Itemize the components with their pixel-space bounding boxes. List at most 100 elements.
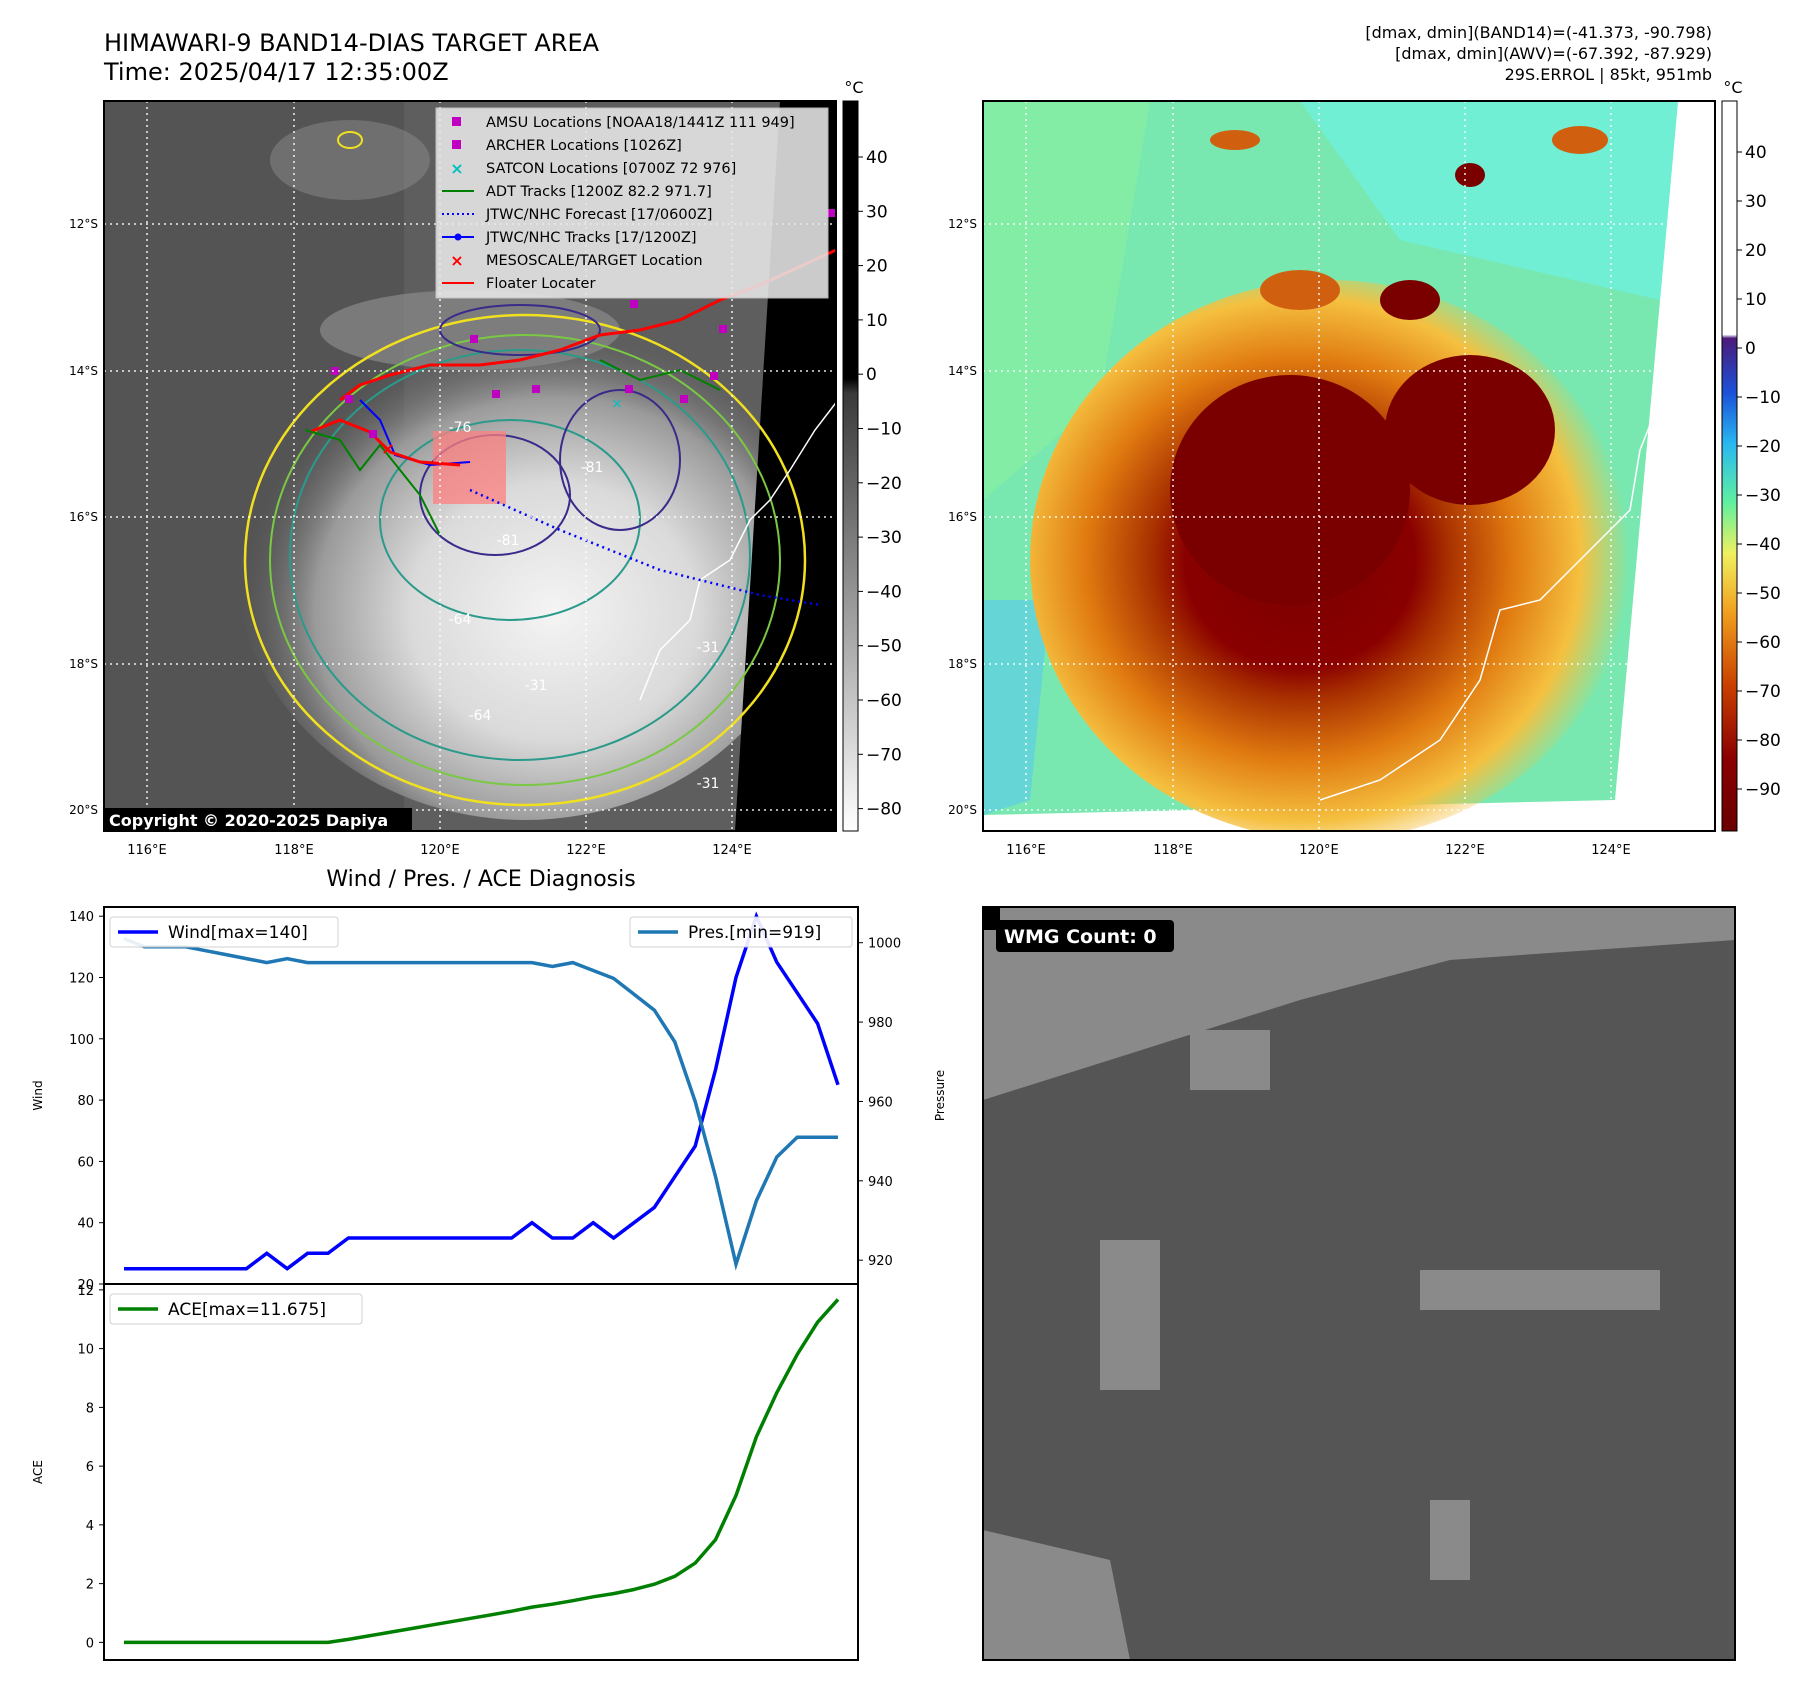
- colorbar-tick: 20: [866, 257, 888, 277]
- legend-label: JTWC/NHC Tracks [17/1200Z]: [485, 230, 697, 246]
- lat-label: 18°S: [948, 657, 977, 671]
- legend-entry: ADT Tracks [1200Z 82.2 971.7]: [442, 184, 712, 200]
- lon-label: 120°E: [420, 843, 460, 858]
- awv-map-panel: [983, 101, 1715, 831]
- lon-label: 116°E: [127, 843, 167, 858]
- colorbar-tick: −60: [1745, 633, 1781, 653]
- legend-entry: AMSU Locations [NOAA18/1441Z 111 949]: [452, 115, 795, 131]
- ace-chart: 0 2 4 6 8 10 12 ACE ACE[max=11.675]: [31, 1283, 859, 1661]
- legend-marker-x: ×: [450, 159, 463, 178]
- lat-label: 16°S: [69, 510, 98, 524]
- colorbar-tick: −50: [866, 637, 902, 657]
- colorbar-tick: 0: [866, 365, 877, 385]
- y-tick-label: 20: [77, 1278, 94, 1293]
- legend-entry: ARCHER Locations [1026Z]: [452, 138, 682, 154]
- colorbar-tick: −50: [1745, 584, 1781, 604]
- y-right-tick-label: 960: [868, 1095, 893, 1110]
- lon-label: 118°E: [1153, 843, 1193, 858]
- colorbar-tick: −10: [1745, 388, 1781, 408]
- colorbar-tick: 0: [1745, 339, 1756, 359]
- wmg-panel: WMG Count: 0: [982, 906, 1736, 1661]
- lon-label: 122°E: [1445, 843, 1485, 858]
- svg-text:×: ×: [611, 396, 623, 412]
- colorbar-tick: −10: [866, 420, 902, 440]
- colorbar-tick: 40: [866, 148, 888, 168]
- y-tick-label: 120: [69, 971, 94, 986]
- info-line1: [dmax, dmin](BAND14)=(-41.373, -90.798): [1365, 23, 1712, 42]
- colorbar-tick: −30: [1745, 486, 1781, 506]
- y-tick-label: 0: [86, 1636, 94, 1651]
- colorbar-tick: −70: [866, 745, 902, 765]
- contour-label: -81: [497, 533, 520, 549]
- legend-entry: × MESOSCALE/TARGET Location: [450, 251, 702, 270]
- series-line: [124, 1298, 840, 1645]
- contour-label: -64: [469, 708, 492, 724]
- y-tick-label: 140: [69, 910, 94, 925]
- y-right-tick-label: 940: [868, 1175, 893, 1190]
- y-right-tick-label: 920: [868, 1254, 893, 1269]
- y-tick-label: 6: [86, 1460, 94, 1475]
- info-line2: [dmax, dmin](AWV)=(-67.392, -87.929): [1395, 44, 1712, 63]
- wind-pressure-chart: 20 40 60 80 100 120 140 920 940 960 980 1000 Wind Pre…: [31, 906, 947, 1293]
- legend-label: Floater Locater: [486, 276, 595, 292]
- info-line3: 29S.ERROL | 85kt, 951mb: [1505, 65, 1712, 84]
- colorbar-tick: −80: [1745, 731, 1781, 751]
- chart-title: Wind / Pres. / ACE Diagnosis: [326, 867, 635, 892]
- map1-axis-labels: 12°S 14°S 16°S 18°S 20°S 116°E 118°E 120°E 122°E…: [69, 217, 752, 858]
- y-right-tick-label: 980: [868, 1016, 893, 1031]
- lat-label: 16°S: [948, 510, 977, 524]
- chart-legend-label: ACE[max=11.675]: [168, 1300, 326, 1320]
- lon-label: 124°E: [712, 843, 752, 858]
- colorbar-tick: −60: [866, 691, 902, 711]
- colorbar-gray-unit: °C: [844, 78, 863, 97]
- y-tick-label: 12: [77, 1284, 94, 1299]
- contour-label: -64: [449, 612, 472, 628]
- colorbar-awv-unit: °C: [1723, 78, 1742, 97]
- lon-label: 122°E: [566, 843, 606, 858]
- title-line1: HIMAWARI-9 BAND14-DIAS TARGET AREA: [104, 29, 600, 57]
- legend-label: JTWC/NHC Forecast [17/0600Z]: [485, 207, 712, 223]
- contour-label: -81: [581, 460, 604, 476]
- colorbar-tick: −20: [866, 474, 902, 494]
- colorbar-tick: −70: [1745, 682, 1781, 702]
- lat-label: 14°S: [69, 364, 98, 378]
- legend-entry: Floater Locater: [442, 276, 595, 292]
- legend-entry: JTWC/NHC Tracks [17/1200Z]: [442, 230, 697, 246]
- y-tick-label: 10: [77, 1343, 94, 1358]
- colorbar-tick: −90: [1745, 780, 1781, 800]
- map-legend: AMSU Locations [NOAA18/1441Z 111 949] ARC…: [435, 107, 829, 299]
- contour-label: -31: [697, 640, 720, 656]
- colorbar-gray-ticks: 40 30 20 10 0 −10 −20 −30 −40 −50 −60 −70 −80: [858, 148, 902, 820]
- title-line2: Time: 2025/04/17 12:35:00Z: [103, 58, 449, 86]
- lat-label: 18°S: [69, 657, 98, 671]
- lat-label: 14°S: [948, 364, 977, 378]
- colorbar-tick: 10: [866, 311, 888, 331]
- svg-text:×: ×: [381, 439, 394, 458]
- colorbar-awv: [1721, 100, 1738, 832]
- lat-label: 12°S: [69, 217, 98, 231]
- colorbar-tick: −40: [1745, 535, 1781, 555]
- y-tick-label: 60: [77, 1155, 94, 1170]
- lon-label: 120°E: [1299, 843, 1339, 858]
- y-tick-label: 80: [77, 1094, 94, 1109]
- colorbar-tick: 30: [866, 202, 888, 222]
- legend-label: ARCHER Locations [1026Z]: [486, 138, 682, 154]
- lon-label: 118°E: [274, 843, 314, 858]
- y-right-tick-label: 1000: [868, 937, 901, 952]
- legend-label: AMSU Locations [NOAA18/1441Z 111 949]: [486, 115, 795, 131]
- contour-label: -31: [697, 776, 720, 792]
- legend-label: SATCON Locations [0700Z 72 976]: [486, 161, 736, 177]
- lat-label: 20°S: [69, 803, 98, 817]
- colorbar-tick: 20: [1745, 241, 1767, 261]
- chart-legend-label: Pres.[min=919]: [688, 923, 821, 943]
- y-tick-label: 2: [86, 1578, 94, 1593]
- colorbar-tick: −20: [1745, 437, 1781, 457]
- legend-marker-x: ×: [450, 251, 463, 270]
- copyright-label: Copyright © 2020-2025 Dapiya: [109, 811, 388, 830]
- contour-label: -76: [449, 420, 472, 436]
- lat-label: 20°S: [948, 803, 977, 817]
- lon-label: 116°E: [1006, 843, 1046, 858]
- y-axis-label: ACE: [31, 1460, 45, 1484]
- colorbar-tick: 30: [1745, 192, 1767, 212]
